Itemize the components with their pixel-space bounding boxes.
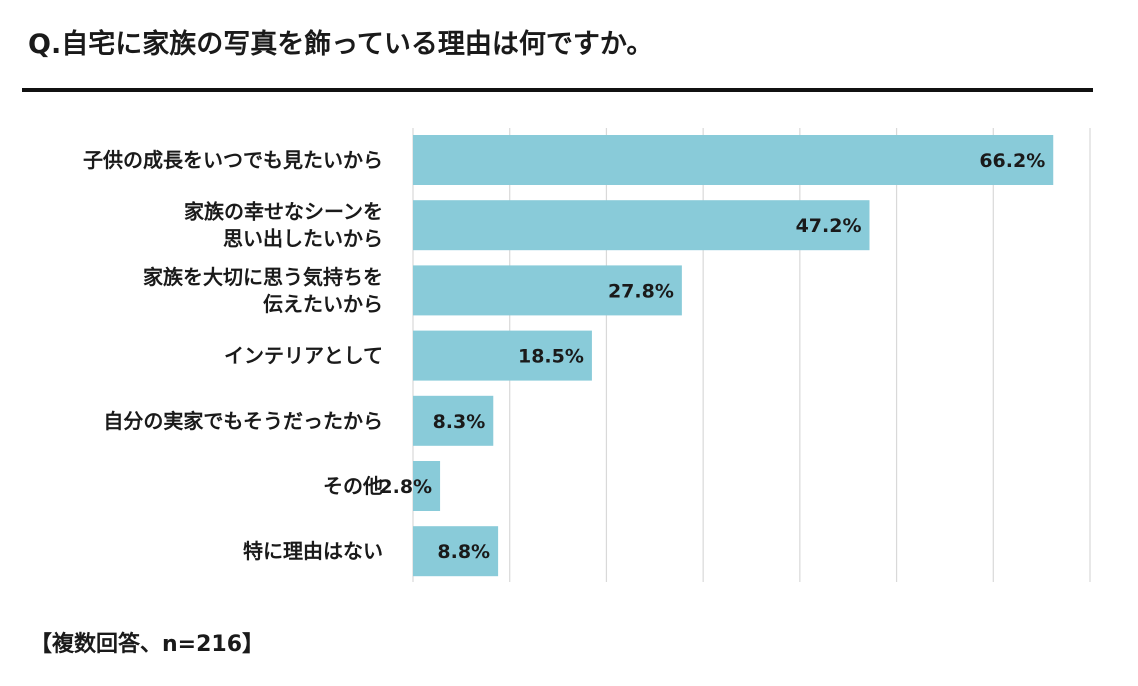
bar [413,526,499,577]
value-label: 18.5% [518,346,584,368]
title-divider [22,88,1093,92]
bar [413,461,441,511]
category-label: 伝えたいから [263,292,383,316]
category-label: インテリアとして [224,344,383,368]
category-label: 家族の幸せなシーンを [184,200,383,224]
bar [413,135,1054,185]
value-label: 27.8% [608,280,674,302]
sample-note: 【複数回答、n=216】 [30,632,265,657]
value-label: 8.3% [433,411,486,433]
category-label: 子供の成長をいつでも見たいから [83,148,383,172]
bar [413,265,682,316]
category-label: その他 [323,474,383,498]
bar [413,200,870,251]
category-label: 思い出したいから [223,227,383,251]
value-label: 2.8% [379,476,432,498]
category-label: 特に理由はない [243,539,383,563]
category-label: 家族を大切に思う気持ちを [143,265,383,289]
bar [413,330,592,381]
value-label: 8.8% [437,541,490,563]
category-label: 自分の実家でもそうだったから [103,409,383,433]
value-label: 66.2% [979,150,1045,172]
bar [413,395,494,446]
chart-title: Q.自宅に家族の写真を飾っている理由は何ですか。 [28,29,654,60]
value-label: 47.2% [796,215,862,237]
